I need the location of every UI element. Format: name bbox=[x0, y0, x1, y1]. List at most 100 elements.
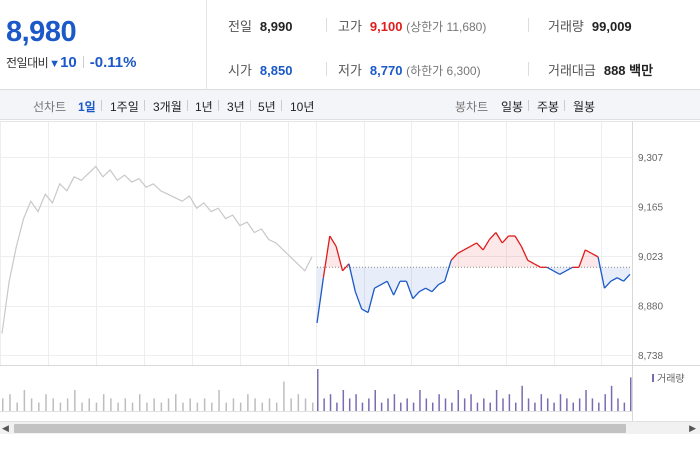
volume-bar-prev bbox=[45, 394, 47, 411]
today-line-up-segment bbox=[533, 263, 541, 268]
volume-bar-today bbox=[342, 390, 345, 411]
period-tab-5y[interactable]: 5년 bbox=[258, 100, 276, 114]
area-above-reference bbox=[329, 235, 337, 268]
volume-bar-today bbox=[483, 398, 485, 411]
today-line-up-segment bbox=[520, 246, 529, 261]
volume-bar-today bbox=[572, 402, 575, 411]
period-tab-3y[interactable]: 3년 bbox=[227, 100, 245, 114]
volume-bar-today bbox=[591, 398, 594, 411]
chart-scrollbar[interactable]: ◀ ▶ bbox=[0, 421, 700, 434]
volume-bar-prev bbox=[146, 402, 148, 411]
divider bbox=[281, 100, 282, 111]
today-line-up-segment bbox=[457, 249, 465, 254]
volume-bar-today bbox=[419, 390, 421, 411]
volume-bar-today bbox=[534, 402, 536, 411]
area-above-reference bbox=[470, 242, 477, 268]
volume-bar-prev bbox=[9, 394, 11, 411]
chart-fills bbox=[317, 232, 630, 323]
divider bbox=[326, 62, 327, 76]
volume-bar-today bbox=[630, 377, 632, 411]
area-above-reference bbox=[457, 249, 464, 268]
area-below-reference bbox=[368, 267, 375, 313]
volume-bars bbox=[0, 369, 632, 412]
candle-tab-monthly[interactable]: 월봉 bbox=[573, 100, 596, 114]
area-above-reference bbox=[521, 246, 528, 268]
volume-bar-today bbox=[502, 398, 504, 411]
volume-bar-prev bbox=[74, 390, 76, 411]
today-line-down-segment bbox=[603, 280, 612, 289]
area-above-reference bbox=[489, 232, 496, 268]
today-line-up-segment bbox=[514, 235, 522, 247]
scroll-right-arrow-icon[interactable]: ▶ bbox=[689, 423, 696, 433]
divider bbox=[326, 18, 327, 32]
today-line-down-segment bbox=[438, 280, 446, 286]
area-above-reference bbox=[508, 235, 516, 268]
previous-day-line bbox=[1, 165, 313, 334]
y-tick-label: 9,165 bbox=[638, 202, 663, 213]
candle-tab-daily[interactable]: 일봉 bbox=[501, 100, 524, 114]
period-tab-1y[interactable]: 1년 bbox=[195, 100, 213, 114]
period-tab-10y[interactable]: 10년 bbox=[290, 100, 315, 114]
today-line-down-segment bbox=[559, 270, 567, 275]
volume-bar-today bbox=[521, 385, 523, 411]
area-below-reference bbox=[374, 267, 381, 289]
volume-bar-prev bbox=[218, 390, 220, 411]
chart-toolbar: 선차트 1일 1주일 3개월 1년 3년 5년 10년 봉차트 일봉 주봉 월봉 bbox=[0, 90, 700, 120]
period-tab-1w[interactable]: 1주일 bbox=[110, 100, 139, 114]
area-below-reference bbox=[438, 267, 445, 285]
volume-bar-prev bbox=[196, 402, 199, 411]
volume-bar-today bbox=[457, 390, 460, 411]
today-line-down-segment bbox=[425, 287, 433, 293]
today-line-down-segment bbox=[316, 277, 325, 324]
volume-bar-prev bbox=[254, 398, 256, 411]
volume-bar-today bbox=[374, 390, 376, 411]
volume-bar-prev bbox=[290, 398, 292, 411]
y-axis-labels: 9,307 9,165 9,023 8,880 8,738 bbox=[638, 153, 663, 362]
y-tick-label: 8,738 bbox=[638, 351, 663, 362]
y-tick-label: 9,307 bbox=[638, 153, 663, 164]
scroll-thumb[interactable] bbox=[14, 424, 626, 433]
volume-bar-prev bbox=[239, 402, 242, 411]
volume-bar-today bbox=[355, 394, 357, 411]
volume-bar-prev bbox=[2, 398, 4, 411]
volume-bar-today bbox=[610, 385, 613, 411]
period-tab-1d[interactable]: 1일 bbox=[78, 100, 96, 114]
volume-bar-prev bbox=[160, 402, 163, 411]
period-tab-3m[interactable]: 3개월 bbox=[153, 100, 182, 114]
volume-bar-today bbox=[380, 402, 383, 411]
area-below-reference bbox=[425, 267, 432, 292]
today-line-down-segment bbox=[616, 277, 624, 282]
volume-bar-today bbox=[368, 398, 370, 411]
volume-legend-swatch bbox=[652, 374, 654, 382]
volume-bar-prev bbox=[275, 402, 278, 411]
today-line-down-segment bbox=[374, 284, 382, 289]
divider bbox=[528, 100, 529, 111]
volume-bar-today bbox=[604, 394, 606, 411]
today-line-down-segment bbox=[354, 291, 363, 310]
candle-tab-weekly[interactable]: 주봉 bbox=[537, 100, 560, 114]
volume-bar-today bbox=[425, 398, 428, 411]
volume-bar-today bbox=[623, 402, 626, 411]
area-below-reference bbox=[400, 267, 407, 282]
volume-bar-today bbox=[412, 402, 415, 411]
today-line-up-segment bbox=[329, 235, 337, 247]
today-line-up-segment bbox=[495, 232, 503, 244]
today-line-up-segment bbox=[591, 252, 599, 258]
volume-bar-today bbox=[546, 398, 549, 411]
scroll-left-arrow-icon[interactable]: ◀ bbox=[2, 423, 9, 433]
change-percent: -0.11% bbox=[89, 54, 137, 71]
volume-bar-prev bbox=[167, 398, 170, 411]
today-line-up-segment bbox=[342, 263, 350, 272]
volume-bar-prev bbox=[138, 394, 141, 411]
volume-bar-prev bbox=[38, 402, 40, 411]
volume-bar-prev bbox=[297, 394, 300, 411]
volume-bar-today bbox=[444, 398, 447, 411]
area-above-reference bbox=[451, 253, 458, 268]
stat-value: 888 백만 bbox=[603, 63, 654, 78]
chart-grid bbox=[0, 121, 700, 421]
lower-limit: (하한가 6,300) bbox=[406, 64, 481, 78]
stat-value: 8,990 bbox=[259, 19, 293, 34]
stat-label: 시가 bbox=[228, 63, 252, 78]
area-below-reference bbox=[406, 267, 413, 299]
today-line-down-segment bbox=[380, 280, 388, 286]
